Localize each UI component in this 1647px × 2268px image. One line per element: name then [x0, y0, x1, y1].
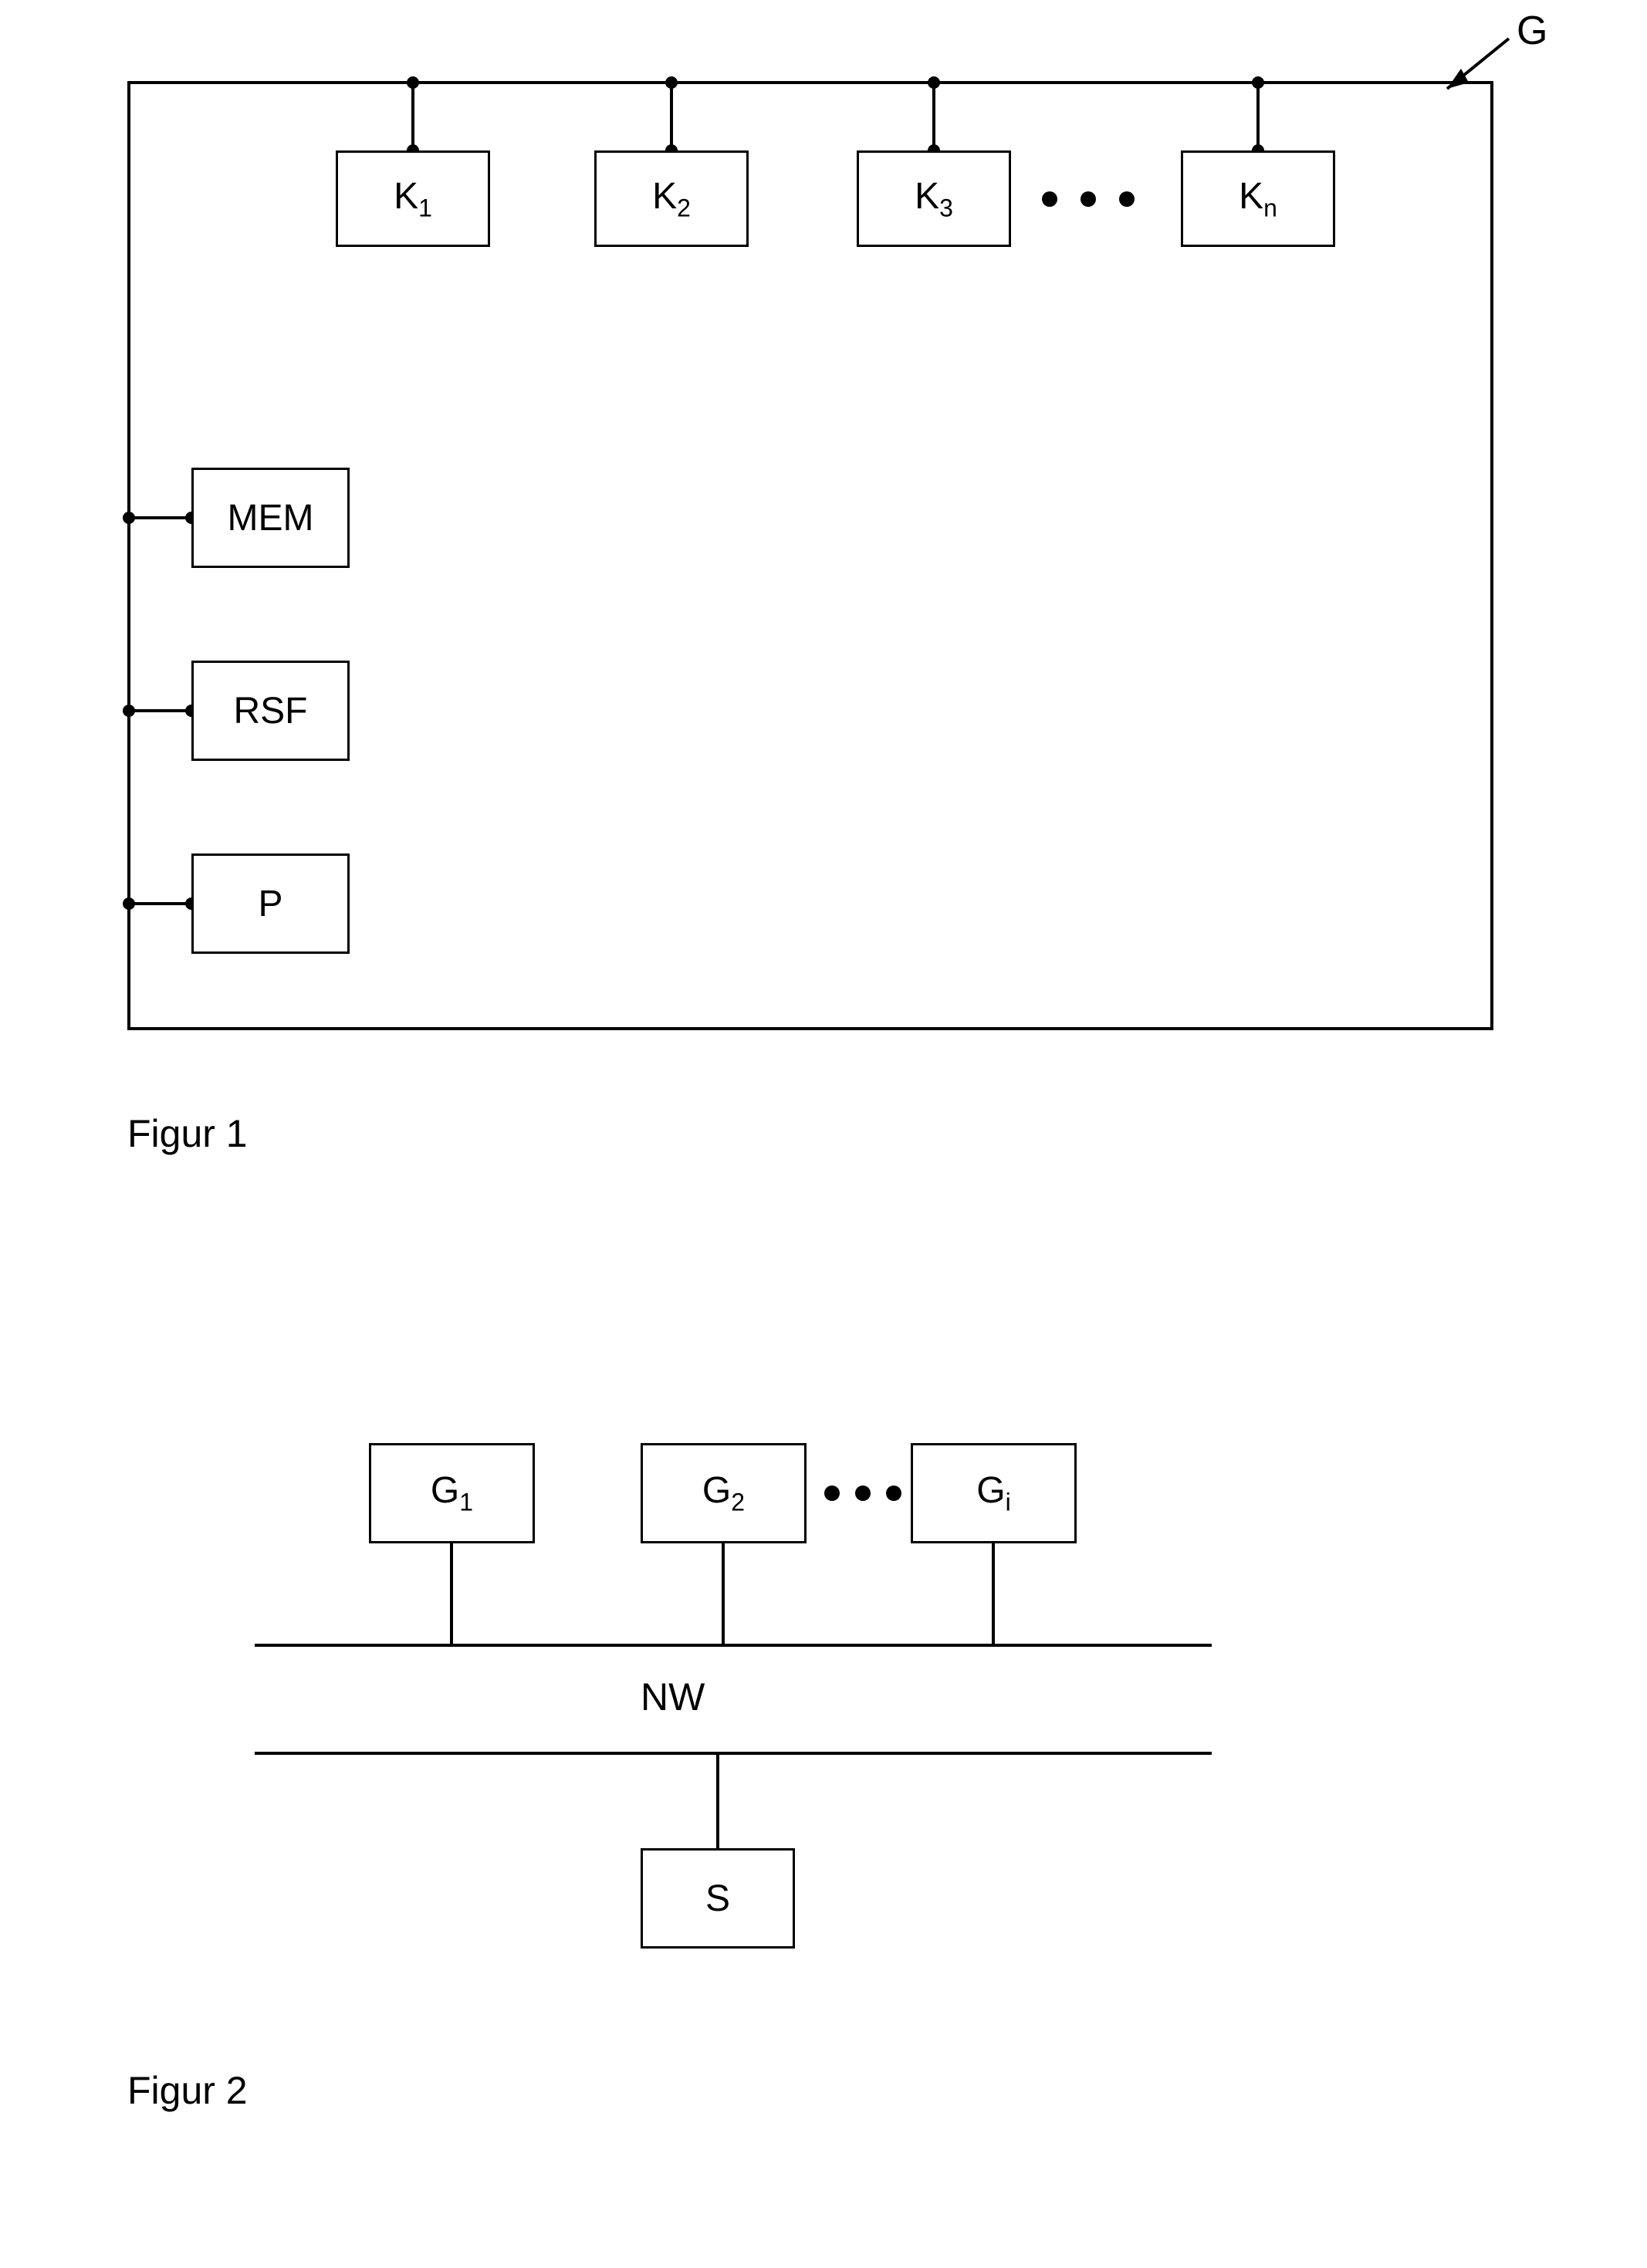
gi-label: Gi	[976, 1469, 1010, 1517]
arrow-icon	[1432, 35, 1517, 100]
g1-box: G1	[369, 1443, 535, 1543]
k2-box: K2	[594, 150, 749, 247]
g2-box: G2	[641, 1443, 807, 1543]
rsf-box: RSF	[191, 661, 350, 761]
connector	[992, 1543, 995, 1644]
ellipsis-dot	[1119, 191, 1135, 207]
junction-dot	[407, 76, 419, 89]
rsf-label: RSF	[234, 690, 308, 732]
kn-box: Kn	[1181, 150, 1335, 247]
nw-label: NW	[641, 1675, 705, 1719]
s-box: S	[641, 1848, 795, 1949]
bus-line-top	[255, 1644, 1212, 1647]
s-label: S	[705, 1878, 730, 1920]
k1-box: K1	[336, 150, 490, 247]
g2-label: G2	[702, 1469, 745, 1517]
g1-label: G1	[431, 1469, 473, 1517]
connector	[1256, 83, 1260, 150]
connector	[129, 709, 191, 712]
p-label: P	[258, 883, 282, 925]
ellipsis-dot	[824, 1486, 840, 1501]
kn-label: Kn	[1239, 175, 1277, 223]
p-box: P	[191, 853, 350, 954]
bus-line-bottom	[255, 1752, 1212, 1755]
connector	[450, 1543, 453, 1644]
connector	[411, 83, 414, 150]
junction-dot	[928, 76, 940, 89]
connector	[129, 516, 191, 519]
figure1-g-label: G	[1517, 8, 1547, 54]
ellipsis-dot	[1042, 191, 1057, 207]
mem-box: MEM	[191, 468, 350, 568]
connector	[129, 902, 191, 905]
ellipsis-dot	[1081, 191, 1096, 207]
k3-box: K3	[857, 150, 1011, 247]
ellipsis-dot	[886, 1486, 901, 1501]
figure1-caption: Figur 1	[127, 1111, 248, 1156]
connector	[932, 83, 935, 150]
junction-dot	[123, 512, 135, 524]
junction-dot	[665, 76, 678, 89]
connector	[716, 1755, 719, 1848]
junction-dot	[123, 897, 135, 910]
connector	[722, 1543, 725, 1644]
figure2-caption: Figur 2	[127, 2068, 248, 2113]
k3-label: K3	[915, 175, 953, 223]
connector	[670, 83, 673, 150]
k2-label: K2	[652, 175, 691, 223]
ellipsis-dot	[855, 1486, 871, 1501]
junction-dot	[1252, 76, 1264, 89]
mem-label: MEM	[228, 497, 314, 539]
junction-dot	[123, 705, 135, 717]
gi-box: Gi	[911, 1443, 1077, 1543]
k1-label: K1	[394, 175, 432, 223]
